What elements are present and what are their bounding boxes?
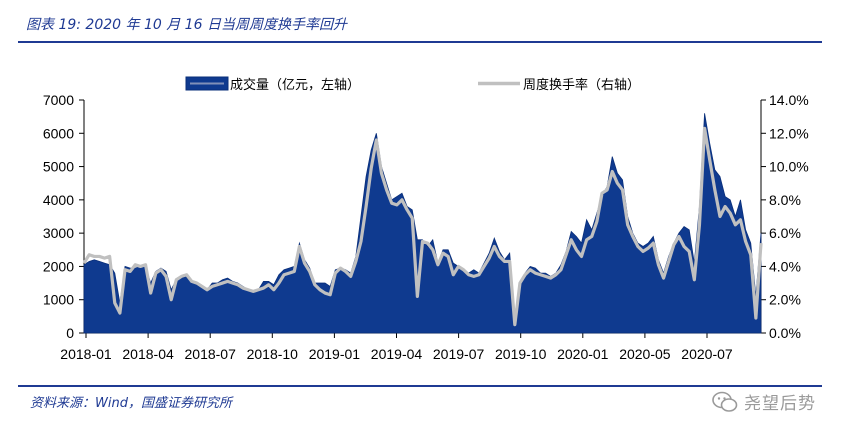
y-left-tick-label: 0 — [66, 325, 74, 341]
legend-label-volume: 成交量（亿元，左轴） — [230, 77, 360, 93]
chart-caption: 图表 19: 2020 年 10 月 16 日当周周度换手率回升 — [26, 17, 347, 33]
turnover-line — [82, 126, 763, 327]
bottom-divider — [18, 385, 822, 387]
y-left-tick-label: 3000 — [43, 225, 74, 241]
y-right-tick-label: 2.0% — [769, 292, 801, 308]
y-right-tick-label: 14.0% — [769, 92, 809, 108]
y-right-tick-label: 12.0% — [769, 125, 809, 141]
y-left-tick-label: 5000 — [43, 159, 74, 175]
x-tick-label: 2020-05 — [619, 346, 671, 362]
watermark: 尧望后势 — [712, 389, 816, 414]
y-right-tick-label: 6.0% — [769, 225, 801, 241]
x-tick-label: 2020-07 — [681, 346, 733, 362]
x-tick-label: 2019-01 — [309, 346, 361, 362]
chart: 0 1000 2000 3000 4000 5000 6000 7000 0.0% 2.0% 4.0… — [43, 76, 809, 362]
y-left-tick-label: 2000 — [43, 258, 74, 274]
y-left-tick-label: 1000 — [43, 292, 74, 308]
y-right-tick-label: 4.0% — [769, 258, 801, 274]
y-right-tick-label: 10.0% — [769, 159, 809, 175]
volume-area — [83, 113, 762, 334]
x-tick-label: 2018-10 — [247, 346, 299, 362]
y-right-tick-label: 0.0% — [769, 325, 801, 341]
legend-label-turnover: 周度换手率（右轴） — [523, 77, 640, 93]
top-divider — [18, 41, 822, 43]
x-tick-label: 2018-07 — [185, 346, 237, 362]
y-left-tick-label: 6000 — [43, 125, 74, 141]
source-note: 资料来源：Wind，国盛证券研究所 — [30, 396, 232, 411]
x-tick-label: 2019-10 — [495, 346, 547, 362]
x-tick-label: 2019-07 — [433, 346, 485, 362]
x-tick-label: 2019-04 — [371, 346, 423, 362]
watermark-text: 尧望后势 — [744, 394, 816, 414]
x-tick-label: 2018-04 — [122, 346, 174, 362]
y-right-tick-label: 8.0% — [769, 192, 801, 208]
y-left-tick-label: 7000 — [43, 92, 74, 108]
wechat-icon — [712, 391, 738, 412]
x-tick-label: 2020-01 — [557, 346, 609, 362]
x-tick-label: 2018-01 — [60, 346, 112, 362]
y-left-tick-label: 4000 — [43, 192, 74, 208]
